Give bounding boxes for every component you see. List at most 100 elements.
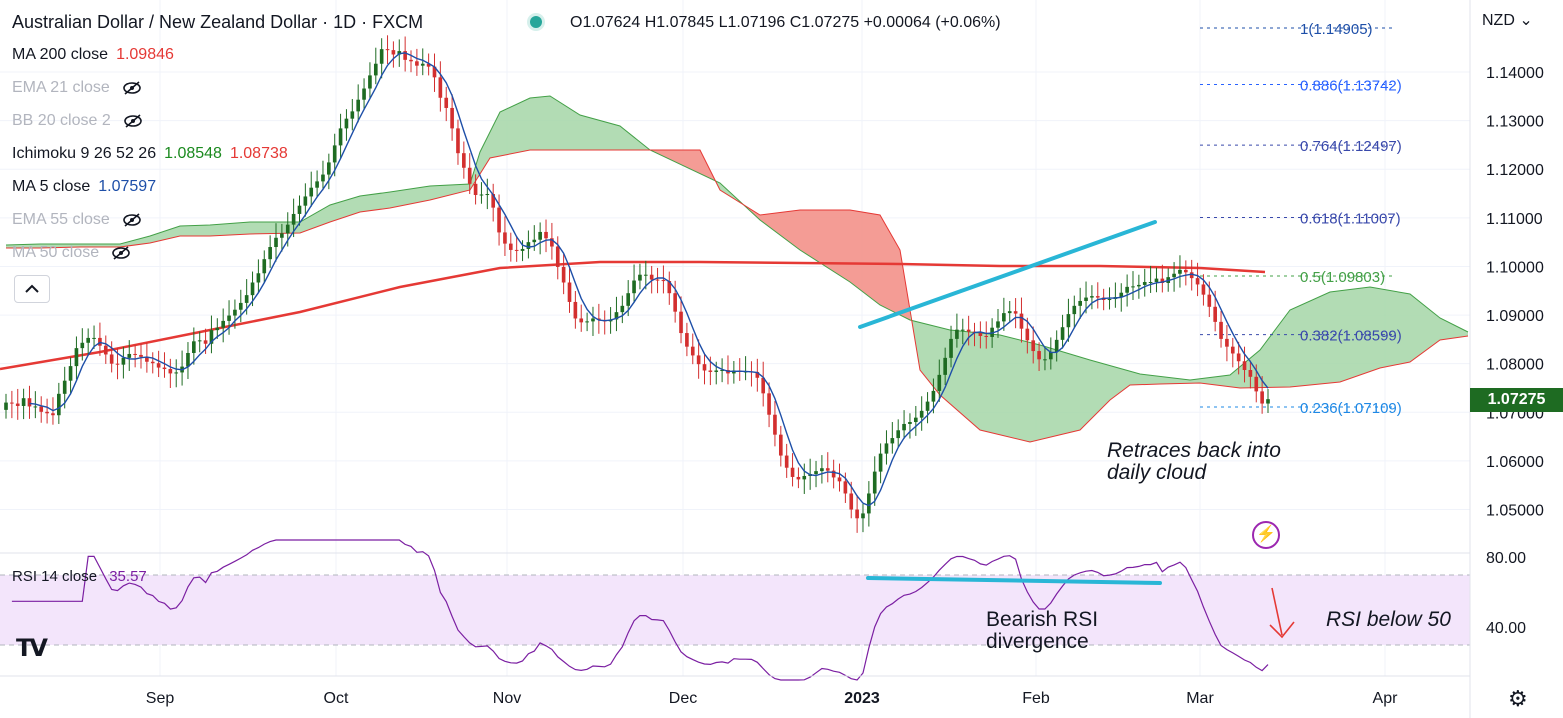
- candle-body: [591, 318, 595, 322]
- annotation-rsi-divergence[interactable]: Bearish RSI divergence: [986, 609, 1098, 653]
- candle-body: [767, 393, 771, 415]
- candle-body: [203, 340, 208, 344]
- candle-body: [931, 390, 936, 402]
- legend-item[interactable]: MA 200 close 1.09846: [12, 46, 174, 64]
- time-tick-label: 2023: [844, 690, 880, 707]
- time-tick-label: Dec: [669, 690, 697, 707]
- candle-body: [485, 194, 490, 196]
- candle-body: [1048, 352, 1053, 360]
- candle-body: [139, 354, 143, 357]
- candle-body: [614, 312, 619, 320]
- candle-body: [884, 443, 889, 454]
- candle-body: [784, 455, 789, 468]
- fib-level-label: 0.618(1.11007): [1300, 211, 1401, 228]
- candle-body: [790, 467, 795, 477]
- candle-body: [192, 341, 196, 353]
- candle-body: [250, 282, 255, 296]
- candle-body: [996, 321, 1000, 328]
- candle-body: [1195, 278, 1200, 285]
- candle-body: [544, 231, 548, 239]
- candle-body: [133, 353, 137, 355]
- candle-body: [45, 411, 49, 414]
- rsi-legend-label: RSI 14 close: [12, 568, 98, 585]
- candle-body: [1090, 296, 1094, 298]
- collapse-legend-button[interactable]: [14, 275, 50, 303]
- price-tick-label: 1.13000: [1486, 114, 1544, 131]
- candle-body: [825, 468, 830, 471]
- candle-body: [426, 63, 431, 67]
- candle-body: [303, 196, 308, 206]
- candle-body: [456, 128, 460, 154]
- candle-body: [814, 471, 818, 475]
- candle-body: [362, 88, 366, 100]
- symbol-title[interactable]: Australian Dollar / New Zealand Dollar ·…: [12, 12, 424, 32]
- candle-body: [861, 513, 865, 519]
- legend-item[interactable]: EMA 21 close: [12, 79, 142, 97]
- candle-body: [432, 66, 437, 78]
- candle-body: [702, 364, 707, 371]
- candle-body: [978, 333, 983, 336]
- candle-body: [215, 327, 220, 331]
- candle-body: [855, 509, 859, 519]
- candle-body: [1037, 351, 1041, 360]
- legend-item[interactable]: Ichimoku 9 26 52 26 1.08548 1.08738: [12, 145, 288, 163]
- candle-body: [121, 357, 126, 365]
- time-tick-label: Sep: [146, 690, 175, 707]
- price-tick-label: 1.12000: [1486, 162, 1544, 179]
- annotation-rsi-below[interactable]: RSI below 50: [1326, 608, 1451, 631]
- candle-body: [332, 145, 337, 163]
- candle-body: [1072, 305, 1077, 315]
- annotation-cloud[interactable]: Retraces back into daily cloud: [1107, 440, 1281, 484]
- rsi-band: [0, 575, 1470, 645]
- eye-hidden-icon[interactable]: [123, 114, 143, 128]
- candle-body: [585, 321, 589, 323]
- candle-body: [420, 63, 425, 66]
- candle-body: [1242, 361, 1247, 371]
- lightning-icon[interactable]: ⚡: [1252, 521, 1280, 549]
- candle-body: [1043, 359, 1047, 361]
- candle-body: [115, 363, 120, 365]
- candle-body: [1137, 284, 1141, 287]
- candle-body: [39, 406, 44, 412]
- candle-body: [1013, 311, 1018, 314]
- trendline-segment: [858, 220, 1157, 329]
- candle-body: [878, 453, 883, 472]
- candle-body: [526, 242, 531, 249]
- fib-level-label: 0.764(1.12497): [1300, 138, 1402, 155]
- candle-body: [1019, 313, 1024, 329]
- eye-hidden-icon[interactable]: [111, 246, 131, 260]
- gear-icon[interactable]: ⚙: [1508, 686, 1528, 711]
- candle-body: [4, 402, 8, 410]
- eye-hidden-icon[interactable]: [122, 213, 142, 227]
- legend-label: EMA 21 close: [12, 79, 110, 96]
- legend-item[interactable]: EMA 55 close: [12, 211, 142, 229]
- candle-body: [655, 279, 660, 281]
- legend-item[interactable]: MA 50 close: [12, 244, 131, 262]
- candle-body: [696, 355, 701, 365]
- candle-body: [966, 329, 971, 332]
- fibonacci-retracement[interactable]: 1(1.14905) 0.886(1.13742) 0.764(1.12497) 0.…: [1200, 21, 1402, 417]
- candle-body: [344, 118, 349, 129]
- candle-body: [1142, 282, 1147, 285]
- legend-label: BB 20 close 2: [12, 112, 111, 129]
- candle-body: [1054, 339, 1059, 353]
- candle-body: [937, 374, 942, 391]
- annotation-rsi-line2: divergence: [986, 630, 1089, 653]
- trendline-price[interactable]: [858, 220, 1157, 329]
- price-tick-label: 1.08000: [1486, 357, 1544, 374]
- candlesticks: [4, 35, 1270, 533]
- currency-selector[interactable]: NZD ⌄: [1482, 10, 1533, 30]
- time-tick-label: Nov: [493, 690, 521, 707]
- candle-body: [391, 50, 396, 55]
- candle-body: [33, 406, 38, 408]
- eye-hidden-icon[interactable]: [122, 81, 142, 95]
- legend-item[interactable]: BB 20 close 2: [12, 112, 143, 130]
- time-tick-label: Oct: [324, 690, 349, 707]
- price-tick-label: 1.14000: [1486, 65, 1544, 82]
- candle-body: [690, 346, 695, 356]
- legend-item[interactable]: MA 5 close 1.07597: [12, 178, 156, 196]
- fib-level-label: 1(1.14905): [1300, 21, 1373, 38]
- candle-body: [479, 194, 484, 196]
- candle-body: [221, 320, 226, 328]
